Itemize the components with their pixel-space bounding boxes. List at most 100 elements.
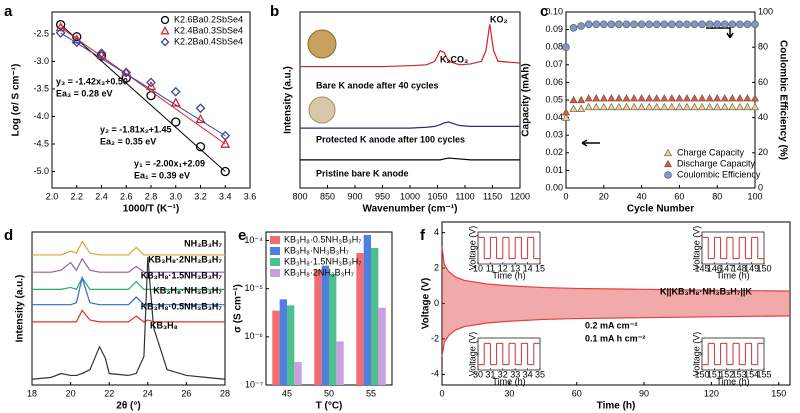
bar <box>336 341 344 385</box>
y-tick-label: 0.06 <box>545 77 563 87</box>
x-axis-label: 2θ (°) <box>116 401 140 412</box>
marker <box>577 22 585 30</box>
legend-label: KB₃H₈·0.5NH₃B₃H₇ <box>284 234 361 244</box>
inset-x-tick-label: 150 <box>694 369 709 379</box>
marker <box>170 97 181 107</box>
marker <box>663 148 673 157</box>
x-tick-label: 150 <box>771 388 786 398</box>
x-tick-label: 30 <box>504 388 514 398</box>
series-line <box>32 275 225 306</box>
inset-y-label: Voltage (V) <box>467 226 477 271</box>
x-tick-label: 60 <box>674 191 684 201</box>
y-tick-label: 10⁻⁴ <box>244 235 263 245</box>
y-tick-label: -4.5 <box>33 138 49 148</box>
y-axis-label: Intensity (a.u.) <box>283 66 294 134</box>
x-tick-label: 60 <box>572 388 582 398</box>
series-line <box>31 256 226 380</box>
series-line <box>32 309 225 323</box>
y-tick-label: 0.08 <box>545 42 563 52</box>
marker <box>592 94 601 102</box>
annotation: Ea₃ = 0.28 eV <box>56 88 112 98</box>
x-tick-label: 20 <box>599 191 609 201</box>
marker <box>652 94 661 102</box>
y-tick-label: 0.01 <box>545 165 563 175</box>
legend-label: K2.6Ba0.2SbSe4 <box>174 14 243 24</box>
inset-x-tick-label: 11 <box>486 263 495 273</box>
marker <box>645 94 654 102</box>
marker <box>569 104 578 112</box>
cycling-band <box>442 246 790 357</box>
inset-x-tick-label: 31 <box>485 369 495 379</box>
legend-label: KB₃H₈·2NH₃B₃H₇ <box>284 267 354 277</box>
marker <box>705 20 714 29</box>
y-tick-label: -5.0 <box>33 166 49 176</box>
y-axis-label: σ (S cm⁻¹) <box>233 284 244 333</box>
inset-x-tick-label: 146 <box>707 263 722 273</box>
marker <box>615 20 623 29</box>
marker <box>55 27 66 38</box>
marker <box>607 94 616 102</box>
marker <box>675 102 684 111</box>
annotation: y₃ = -1.42x₃+0.50 <box>56 76 128 86</box>
marker <box>751 20 759 29</box>
panel-letter: d <box>4 227 13 244</box>
y-tick-label: 4 <box>434 227 439 237</box>
x-tick-label: 90 <box>639 388 649 398</box>
inset-x-tick-label: 150 <box>756 263 771 273</box>
inset-x-tick-label: 151 <box>707 369 722 379</box>
annotation: KO₂ <box>490 14 508 24</box>
bar <box>363 234 371 385</box>
annotation: 0.1 mA h cm⁻² <box>585 333 645 343</box>
y2-axis-label: Coulombic Efficiency (%) <box>777 40 788 160</box>
series-label: Pristine bare K anode <box>316 168 409 178</box>
x-tick-label: 900 <box>347 191 362 201</box>
y-tick-label: 0.00 <box>545 182 563 192</box>
marker <box>675 94 684 102</box>
axis-arrow <box>581 139 600 147</box>
x-tick-label: 100 <box>747 191 762 201</box>
annotation: Ea₂ = 0.35 eV <box>100 136 156 146</box>
inset-photo <box>307 29 337 59</box>
inset-x-tick-label: 32 <box>498 369 508 379</box>
annotation: K₂CO₃ <box>440 54 468 64</box>
marker <box>735 102 744 111</box>
x-tick-label: 0 <box>563 191 568 201</box>
series-line <box>300 121 520 129</box>
panel-letter: c <box>540 3 548 20</box>
bar <box>287 305 295 385</box>
marker <box>72 32 82 42</box>
y-axis-label: Voltage (V) <box>421 278 432 329</box>
y2-tick-label: 80 <box>758 42 768 52</box>
plot-frame <box>31 231 226 386</box>
x-tick-label: 40 <box>637 191 647 201</box>
x-axis-label: Wavenumber (cm⁻¹) <box>363 204 458 215</box>
marker <box>160 26 170 35</box>
inset-x-tick-label: 149 <box>744 263 759 273</box>
marker <box>690 94 699 102</box>
fit-line <box>60 24 226 172</box>
fit-line <box>60 26 226 145</box>
inset-x-tick-label: 154 <box>744 369 759 379</box>
inset-x-tick-label: 34 <box>523 369 533 379</box>
annotation: 0.2 mA cm⁻² <box>585 320 637 330</box>
bar <box>314 269 322 385</box>
x-tick-label: 2.2 <box>70 191 83 201</box>
marker <box>622 94 631 102</box>
marker <box>664 171 672 179</box>
marker <box>160 15 170 25</box>
marker <box>562 43 570 52</box>
y-tick-label: 0 <box>434 298 439 308</box>
marker <box>720 102 729 111</box>
x-tick-label: 1000 <box>400 191 420 201</box>
inset-x-label: Time (h) <box>492 376 525 386</box>
inset-x-tick-label: 33 <box>510 369 520 379</box>
marker <box>599 102 608 111</box>
annotation: K||KB₃H₈·NH₃B₃H₇||K <box>660 286 752 296</box>
marker <box>728 20 737 29</box>
fit-line <box>60 32 226 137</box>
series-line <box>32 276 225 291</box>
marker <box>170 86 181 97</box>
y-axis-label: Log (σ/ S cm⁻¹) <box>11 64 22 137</box>
marker <box>668 20 676 29</box>
x-tick-label: 2.6 <box>120 191 133 201</box>
